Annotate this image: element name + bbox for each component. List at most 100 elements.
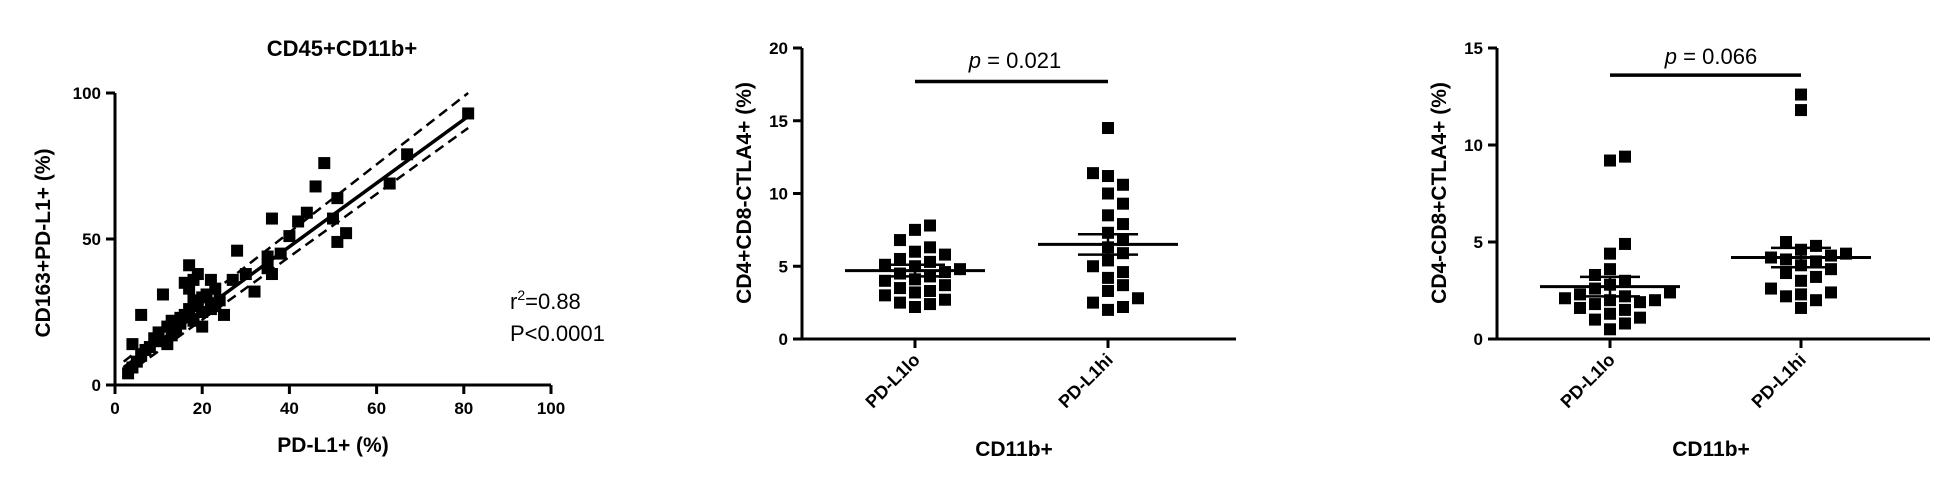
y-tick-label: 5: [1474, 233, 1483, 252]
panel-cd4-ctla4: CD4+CD8-CTLA4+ (%) CD11b+ 0 5 10 15 20 PD-L1…: [733, 39, 1236, 461]
data-point: [939, 279, 951, 292]
data-point: [1117, 300, 1129, 313]
x-axis-label: CD11b+: [1672, 438, 1750, 461]
data-point: [1810, 270, 1822, 283]
data-point: [1102, 122, 1114, 135]
data-point: [909, 286, 921, 299]
data-point: [1619, 303, 1631, 316]
data-point: [1589, 268, 1601, 281]
x-tick-label: 60: [367, 399, 386, 418]
data-point: [283, 230, 296, 243]
p-value-label: p = 0.021: [968, 48, 1061, 73]
y-tick-label: 5: [779, 257, 788, 276]
data-point: [383, 177, 396, 190]
data-point: [909, 223, 921, 236]
data-point: [1589, 313, 1601, 326]
data-point: [1117, 266, 1129, 279]
data-point: [1102, 284, 1114, 297]
data-point: [1619, 317, 1631, 330]
data-point: [1102, 187, 1114, 200]
data-point: [1619, 237, 1631, 250]
data-point: [939, 248, 951, 261]
data-point: [1649, 294, 1661, 307]
y-tick-label: 20: [769, 39, 788, 58]
data-point: [1825, 249, 1837, 262]
p-value-label: p = 0.066: [1664, 44, 1757, 69]
data-point: [924, 255, 936, 268]
data-point: [261, 250, 274, 263]
data-point: [401, 148, 414, 161]
data-point: [1132, 292, 1144, 305]
x-tick-label: PD-L1lo: [1557, 350, 1619, 412]
data-point: [1102, 254, 1114, 267]
data-point: [1604, 247, 1616, 260]
y-axis-label: CD4+CD8-CTLA4+ (%): [733, 82, 756, 304]
panel-cd8-ctla4: CD4-CD8+CTLA4+ (%) CD11b+ 0 5 10 15 PD-L1lo…: [1428, 39, 1930, 461]
y-tick-label: 10: [769, 185, 788, 204]
data-point: [1825, 263, 1837, 276]
data-point: [1795, 104, 1807, 117]
panel-correlation: CD45+CD11b+ CD163+PD-L1+ (%) PD-L1+ (%) …: [32, 36, 605, 457]
data-point: [265, 268, 278, 281]
data-point: [1604, 154, 1616, 167]
y-tick-label: 100: [73, 84, 101, 103]
data-point: [1604, 323, 1616, 336]
data-point: [274, 247, 287, 260]
data-point: [1559, 292, 1571, 305]
data-point: [1664, 286, 1676, 299]
data-point: [126, 338, 139, 351]
data-point: [1795, 288, 1807, 301]
data-point: [156, 288, 169, 301]
data-point: [1795, 274, 1807, 287]
data-point: [1604, 307, 1616, 320]
data-point: [309, 180, 322, 193]
data-point: [331, 192, 344, 205]
data-point: [1795, 88, 1807, 101]
data-point: [894, 252, 906, 265]
data-point: [239, 268, 252, 281]
data-point: [248, 285, 261, 298]
y-tick-label: 0: [779, 330, 788, 349]
data-point: [1780, 267, 1792, 280]
data-point: [1117, 218, 1129, 231]
r2-annotation: r2=0.88: [510, 287, 581, 314]
data-point: [1795, 301, 1807, 314]
y-tick-label: 15: [1464, 39, 1483, 58]
x-tick-label: 80: [454, 399, 473, 418]
data-point: [1087, 260, 1099, 273]
data-point: [1825, 286, 1837, 299]
data-point: [462, 107, 475, 120]
data-point: [924, 284, 936, 297]
x-tick-label: PD-L1hi: [1748, 350, 1810, 412]
data-point: [1117, 197, 1129, 210]
data-point: [318, 157, 331, 170]
data-point: [1102, 170, 1114, 183]
data-point: [894, 296, 906, 309]
chart-title: CD45+CD11b+: [267, 36, 417, 61]
x-tick-label: 20: [193, 399, 212, 418]
data-point: [340, 227, 353, 240]
data-point: [1102, 303, 1114, 316]
data-point: [231, 244, 244, 257]
data-point: [879, 289, 891, 302]
data-point: [196, 320, 209, 333]
data-point: [209, 282, 222, 295]
data-point: [1780, 290, 1792, 303]
data-point: [1634, 311, 1646, 324]
data-point: [1765, 282, 1777, 295]
data-point: [1117, 178, 1129, 191]
data-point: [894, 234, 906, 247]
x-axis-label: PD-L1+ (%): [277, 434, 388, 457]
data-point: [924, 298, 936, 311]
data-point: [1604, 263, 1616, 276]
data-point: [1810, 239, 1822, 252]
data-point: [1574, 301, 1586, 314]
data-point: [1102, 271, 1114, 284]
x-tick-label: 100: [537, 399, 565, 418]
p-annotation: P<0.0001: [510, 321, 605, 346]
data-point: [879, 274, 891, 287]
data-point: [1117, 247, 1129, 260]
x-tick-label: PD-L1hi: [1055, 350, 1117, 412]
x-axis-label: CD11b+: [975, 438, 1053, 461]
data-point: [894, 282, 906, 295]
